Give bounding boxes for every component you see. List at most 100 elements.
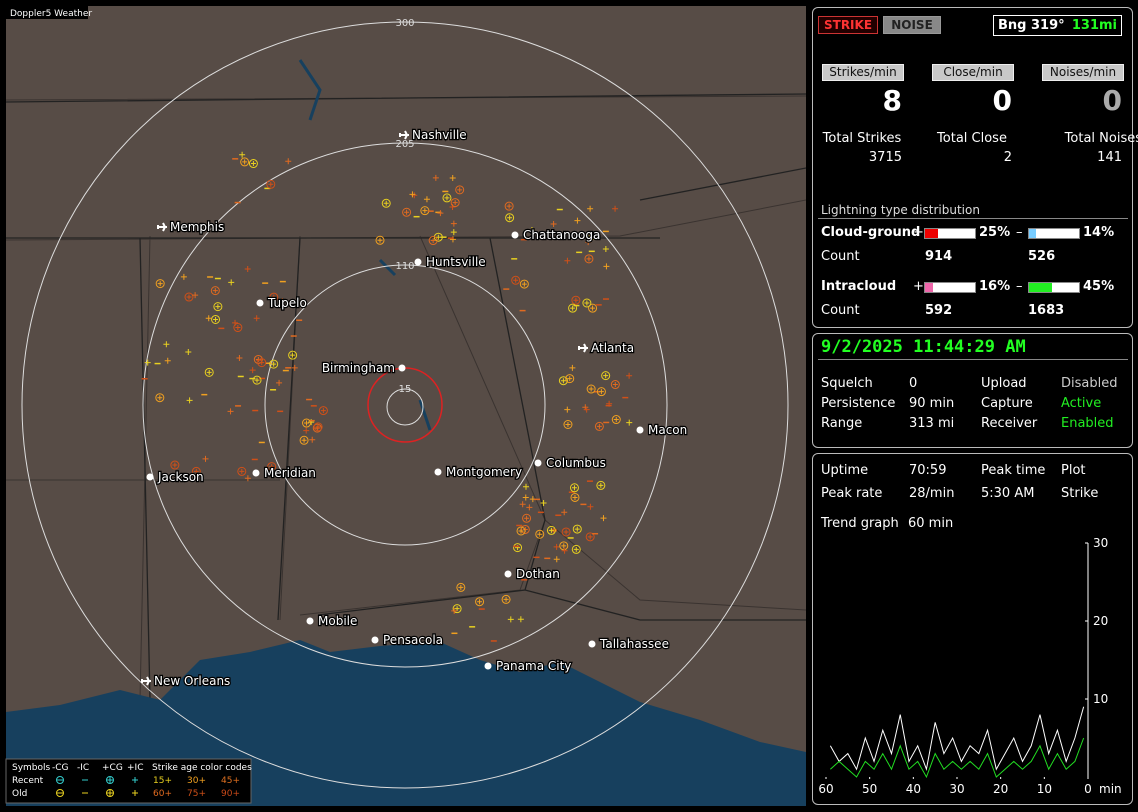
strike-symbol — [184, 292, 194, 302]
minus-sign: – — [1016, 225, 1023, 240]
strike-symbol — [185, 349, 192, 356]
legend-row: Recent — [12, 776, 44, 786]
strike-symbol — [550, 220, 557, 227]
strike-symbol — [600, 515, 607, 522]
strike-symbol — [565, 421, 571, 427]
strike-symbol — [565, 374, 575, 384]
strike-symbol — [269, 359, 279, 369]
rate-value: 8 — [882, 84, 902, 117]
strike-symbol — [573, 546, 579, 552]
city-label: New Orleans — [154, 674, 230, 688]
strike-symbol — [450, 198, 460, 208]
strike-symbol — [553, 543, 560, 550]
strike-symbol — [522, 483, 529, 490]
strike-symbol — [244, 475, 251, 482]
strike-button[interactable]: STRIKE — [818, 16, 878, 34]
strike-symbol — [271, 294, 277, 300]
strike-symbol — [559, 541, 569, 551]
count-value: 592 — [925, 303, 953, 318]
strike-symbol — [204, 367, 214, 377]
legend-symbol — [106, 789, 114, 797]
strike-symbol — [588, 386, 594, 392]
strike-symbol — [242, 159, 248, 165]
range-ring — [142, 142, 668, 668]
city-dot — [534, 459, 542, 467]
legend: Symbols -CG -IC +CG +IC Strike age color code… — [12, 763, 252, 799]
strike-symbol — [561, 509, 568, 516]
strike-symbol — [301, 437, 307, 443]
strike-symbol — [522, 494, 529, 501]
strike-symbol — [521, 281, 527, 287]
bar-fill — [1029, 229, 1036, 238]
strike-symbol — [583, 406, 590, 413]
strike-symbol — [587, 205, 594, 212]
strike-symbol — [213, 316, 219, 322]
strike-symbol — [610, 380, 620, 390]
strike-symbol — [239, 468, 245, 474]
pct-label: 25% — [979, 225, 1011, 240]
strike-symbol — [269, 464, 275, 470]
city-label: Atlanta — [591, 341, 634, 355]
strike-symbol — [248, 159, 258, 169]
strike-symbol — [404, 209, 410, 215]
legend-age-code: 30+ — [187, 776, 206, 786]
strike-symbol — [506, 203, 512, 209]
strike-symbol — [558, 376, 568, 386]
strike-symbol — [587, 503, 594, 510]
city-dot — [306, 617, 314, 625]
stats-cell: Strike — [1061, 486, 1099, 501]
distance: 131mi — [1071, 18, 1117, 33]
city-dot — [588, 640, 596, 648]
strike-symbol — [435, 234, 441, 240]
bar-fill — [925, 283, 933, 292]
strike-symbol — [383, 200, 389, 206]
legend-symbol — [106, 776, 114, 784]
stats-cell: 5:30 AM — [981, 486, 1035, 501]
strike-symbol — [537, 531, 543, 537]
strike-symbol — [571, 295, 581, 305]
strike-symbol — [450, 229, 457, 236]
status-cell: Persistence — [821, 396, 896, 411]
range-ring — [264, 264, 546, 546]
strike-symbol — [598, 482, 604, 488]
strike-symbol — [423, 196, 430, 203]
plus-sign: + — [913, 279, 924, 294]
strike-symbol — [271, 361, 277, 367]
strike-symbol — [626, 419, 633, 426]
strike-symbol — [516, 526, 526, 536]
strike-symbol — [517, 616, 524, 623]
strike-symbol — [320, 408, 326, 414]
strike-symbol — [582, 298, 592, 308]
strike-symbol — [444, 195, 450, 201]
strike-symbol — [454, 606, 460, 612]
strike-symbol — [518, 528, 524, 534]
state-borders — [5, 93, 806, 701]
city-label: Mobile — [318, 614, 357, 628]
rate-label: Noises/min — [1042, 64, 1124, 81]
strike-symbol — [157, 395, 163, 401]
title-box — [6, 6, 88, 19]
strike-symbol — [572, 494, 578, 500]
strike-symbol — [377, 237, 383, 243]
city-dot — [146, 473, 154, 481]
strike-symbol — [561, 547, 568, 554]
strike-symbol — [381, 198, 391, 208]
strike-symbol — [561, 543, 567, 549]
strike-symbol — [212, 288, 218, 294]
pct-label: 45% — [1083, 279, 1115, 294]
airport-icon — [141, 676, 151, 686]
strike-symbol — [276, 379, 283, 386]
strike-symbol — [254, 377, 260, 383]
rate-value: 0 — [1102, 84, 1122, 117]
strike-symbol — [215, 304, 221, 310]
strike-symbol — [524, 515, 530, 521]
plus-sign: + — [913, 225, 924, 240]
strike-symbol — [588, 233, 594, 239]
strike-symbol — [503, 596, 509, 602]
noise-button[interactable]: NOISE — [883, 16, 941, 34]
ring-label: 205 — [395, 139, 414, 150]
strike-symbol — [626, 372, 633, 379]
strike-symbol — [449, 174, 456, 181]
status-cell: Range — [821, 416, 863, 431]
